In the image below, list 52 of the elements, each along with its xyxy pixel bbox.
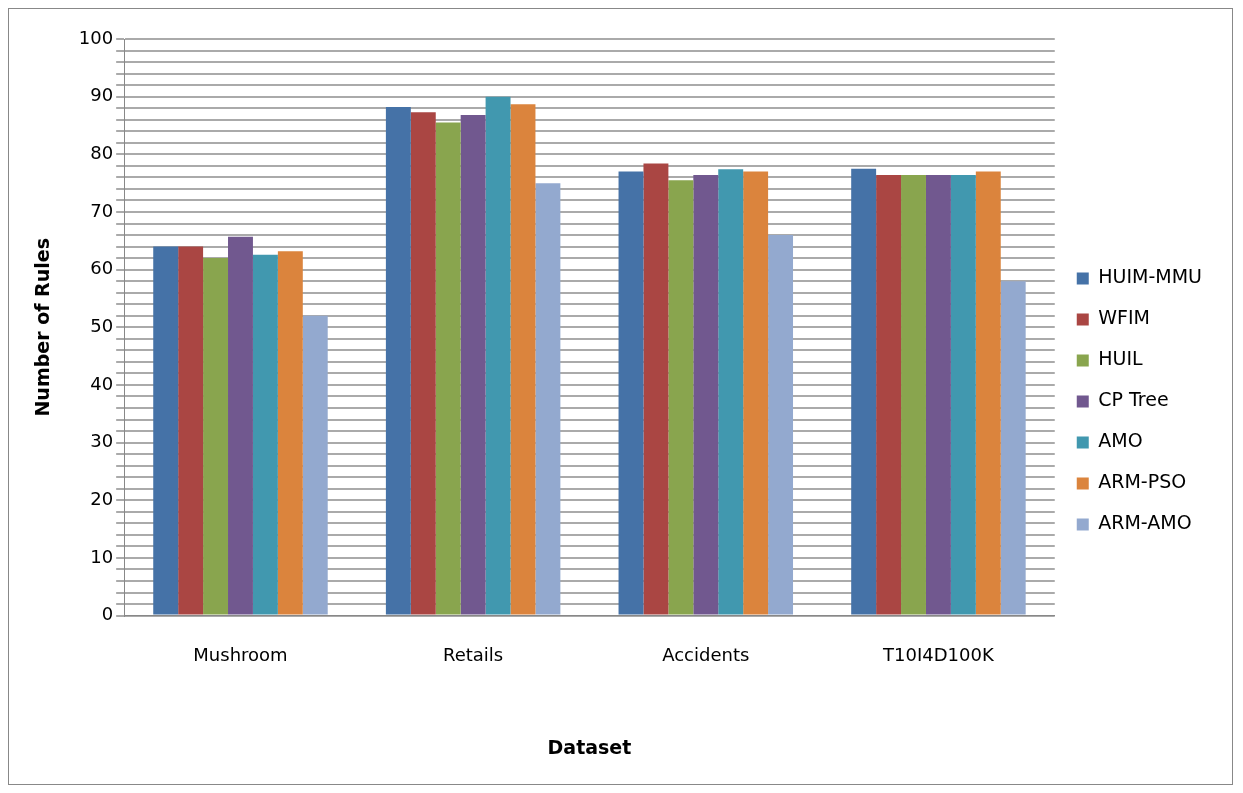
x-axis-title: Dataset — [547, 735, 632, 758]
bar — [535, 183, 561, 615]
bar — [178, 246, 204, 615]
bar — [153, 246, 179, 615]
bar — [876, 175, 902, 615]
legend-label: AMO — [1098, 429, 1143, 452]
x-tick-label: Mushroom — [193, 644, 288, 666]
y-tick-label: 30 — [90, 430, 114, 452]
bar — [302, 315, 328, 615]
bar — [277, 251, 303, 615]
x-tick-label: Accidents — [662, 644, 750, 666]
legend-label: ARM-AMO — [1098, 511, 1192, 534]
y-axis-title: Number of Rules — [31, 238, 54, 417]
bar — [693, 175, 719, 615]
bar — [618, 171, 644, 615]
bar — [385, 107, 411, 615]
bar — [668, 180, 694, 615]
bar — [975, 171, 1001, 615]
y-tick-label: 70 — [90, 199, 114, 221]
bar — [435, 122, 461, 615]
bar — [950, 175, 976, 615]
y-tick-label: 100 — [78, 26, 114, 48]
x-tick-label: T10I4D100K — [882, 644, 995, 666]
bar — [643, 163, 669, 615]
y-tick-label: 40 — [90, 372, 114, 394]
bar — [410, 112, 436, 615]
legend-label: HUIL — [1098, 347, 1144, 370]
bar — [768, 235, 794, 615]
x-tick-label: Retails — [443, 644, 504, 666]
y-tick-label: 80 — [90, 141, 114, 163]
bar — [252, 254, 278, 615]
bar — [203, 258, 229, 615]
legend-label: HUIM-MMU — [1098, 265, 1203, 288]
bar — [1000, 281, 1026, 615]
bar — [851, 168, 877, 615]
bar — [925, 175, 951, 615]
legend-label: WFIM — [1098, 306, 1150, 329]
y-tick-label: 60 — [90, 257, 114, 279]
y-tick-label: 0 — [101, 603, 114, 625]
bar — [718, 169, 744, 615]
y-tick-label: 20 — [90, 487, 114, 509]
y-tick-label: 50 — [90, 314, 114, 336]
bar — [901, 175, 926, 615]
bar — [743, 171, 769, 615]
bar — [228, 236, 253, 615]
y-tick-label: 10 — [90, 545, 114, 567]
legend-label: ARM-PSO — [1098, 470, 1187, 493]
bar — [460, 115, 486, 615]
y-tick-label: 90 — [90, 84, 114, 106]
bar — [485, 96, 511, 615]
legend-label: CP Tree — [1098, 388, 1169, 411]
bar — [510, 104, 536, 615]
